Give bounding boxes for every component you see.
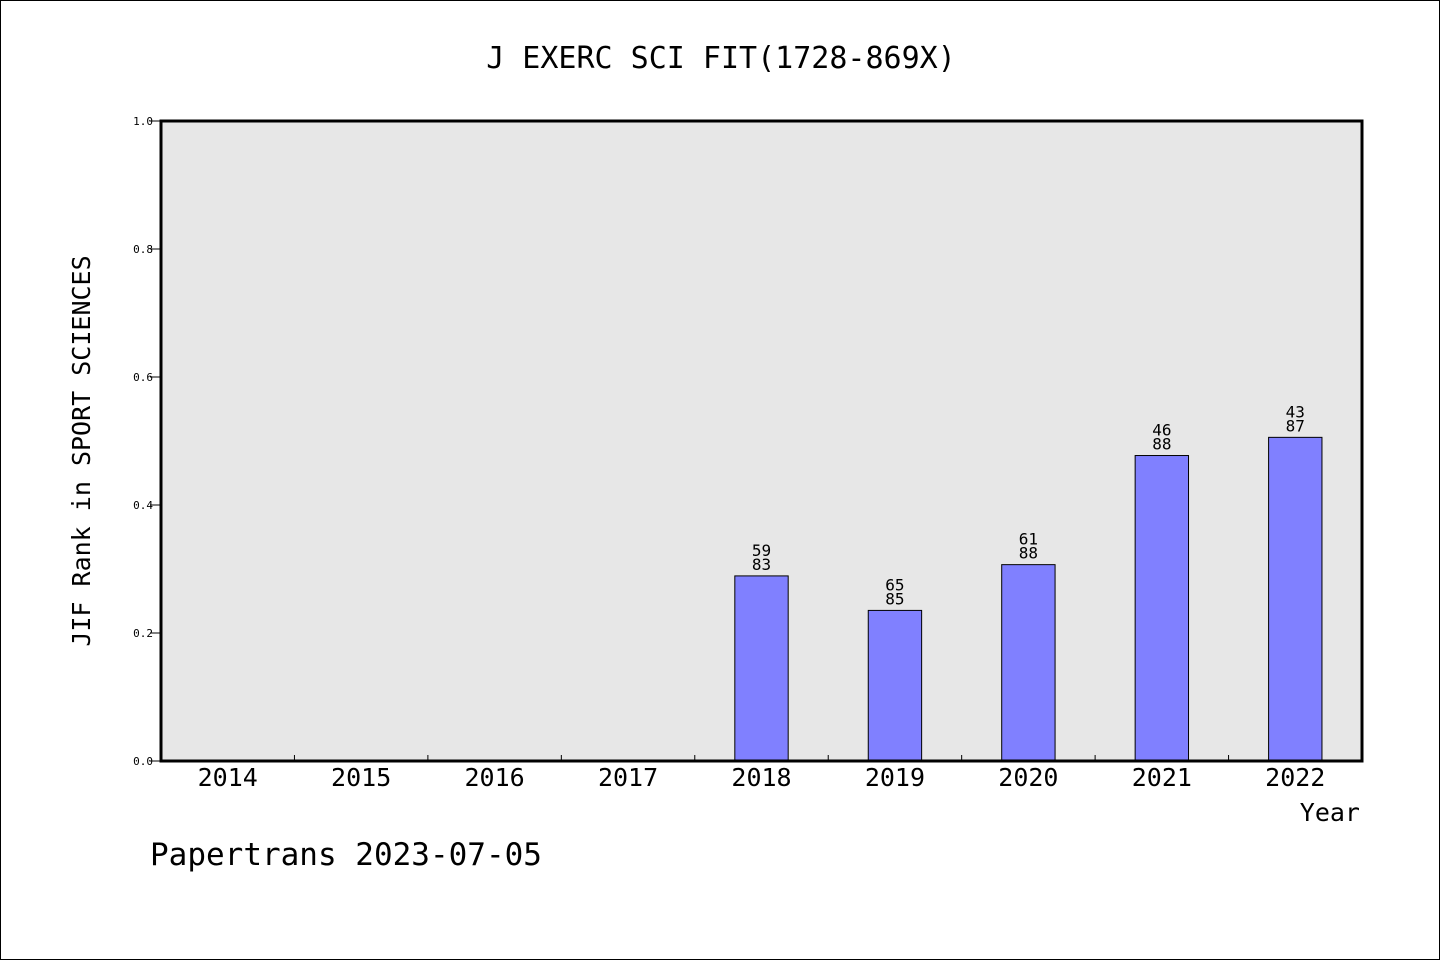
y-tick-label: 0.0 bbox=[133, 755, 153, 768]
footer-credit: Papertrans 2023-07-05 bbox=[150, 837, 542, 873]
y-axis-label: JIF Rank in SPORT SCIENCES bbox=[67, 255, 96, 646]
plot-border bbox=[159, 119, 1364, 763]
bar-2022 bbox=[1268, 436, 1323, 762]
bar-total-label: 87 bbox=[1286, 416, 1305, 435]
bar-total-label: 85 bbox=[885, 589, 904, 608]
bar-total-label: 83 bbox=[752, 555, 771, 574]
x-axis-label: Year bbox=[1300, 798, 1360, 827]
bar-rank-label: 59 bbox=[752, 541, 771, 560]
chart-title: J EXERC SCI FIT(1728-869X) bbox=[486, 41, 956, 76]
x-tick-label: 2017 bbox=[598, 763, 658, 792]
bar-rank-label: 65 bbox=[885, 575, 904, 594]
bar-rank-label: 46 bbox=[1152, 421, 1171, 440]
x-tick-label: 2022 bbox=[1265, 763, 1325, 792]
x-tick-label: 2021 bbox=[1132, 763, 1192, 792]
bar-rank-label: 43 bbox=[1286, 402, 1305, 421]
bar-2019 bbox=[867, 609, 923, 762]
y-tick-label: 0.4 bbox=[133, 499, 153, 512]
bar-total-label: 88 bbox=[1152, 435, 1171, 454]
y-tick-label: 0.8 bbox=[133, 243, 153, 256]
x-tick-label: 2014 bbox=[198, 763, 258, 792]
x-tick-label: 2020 bbox=[998, 763, 1058, 792]
x-tick-label: 2018 bbox=[731, 763, 791, 792]
bar-2021 bbox=[1134, 455, 1190, 762]
bar-total-label: 88 bbox=[1019, 544, 1038, 563]
x-tick-label: 2019 bbox=[865, 763, 925, 792]
x-tick-label: 2016 bbox=[465, 763, 525, 792]
y-tick-label: 0.2 bbox=[133, 627, 153, 640]
y-axis-ticks: 0.0 0.2 0.4 0.6 0.8 1.0 bbox=[133, 115, 161, 768]
y-tick-label: 1.0 bbox=[133, 115, 153, 128]
x-axis-ticks: 2014 2015 2016 2017 2018 2019 2020 2021 2022 bbox=[198, 755, 1325, 792]
bar-rank-label: 61 bbox=[1019, 530, 1038, 549]
bar-2020 bbox=[1001, 564, 1056, 762]
x-tick-label: 2015 bbox=[331, 763, 391, 792]
y-tick-label: 0.6 bbox=[133, 371, 153, 384]
bar-2018 bbox=[734, 575, 789, 762]
